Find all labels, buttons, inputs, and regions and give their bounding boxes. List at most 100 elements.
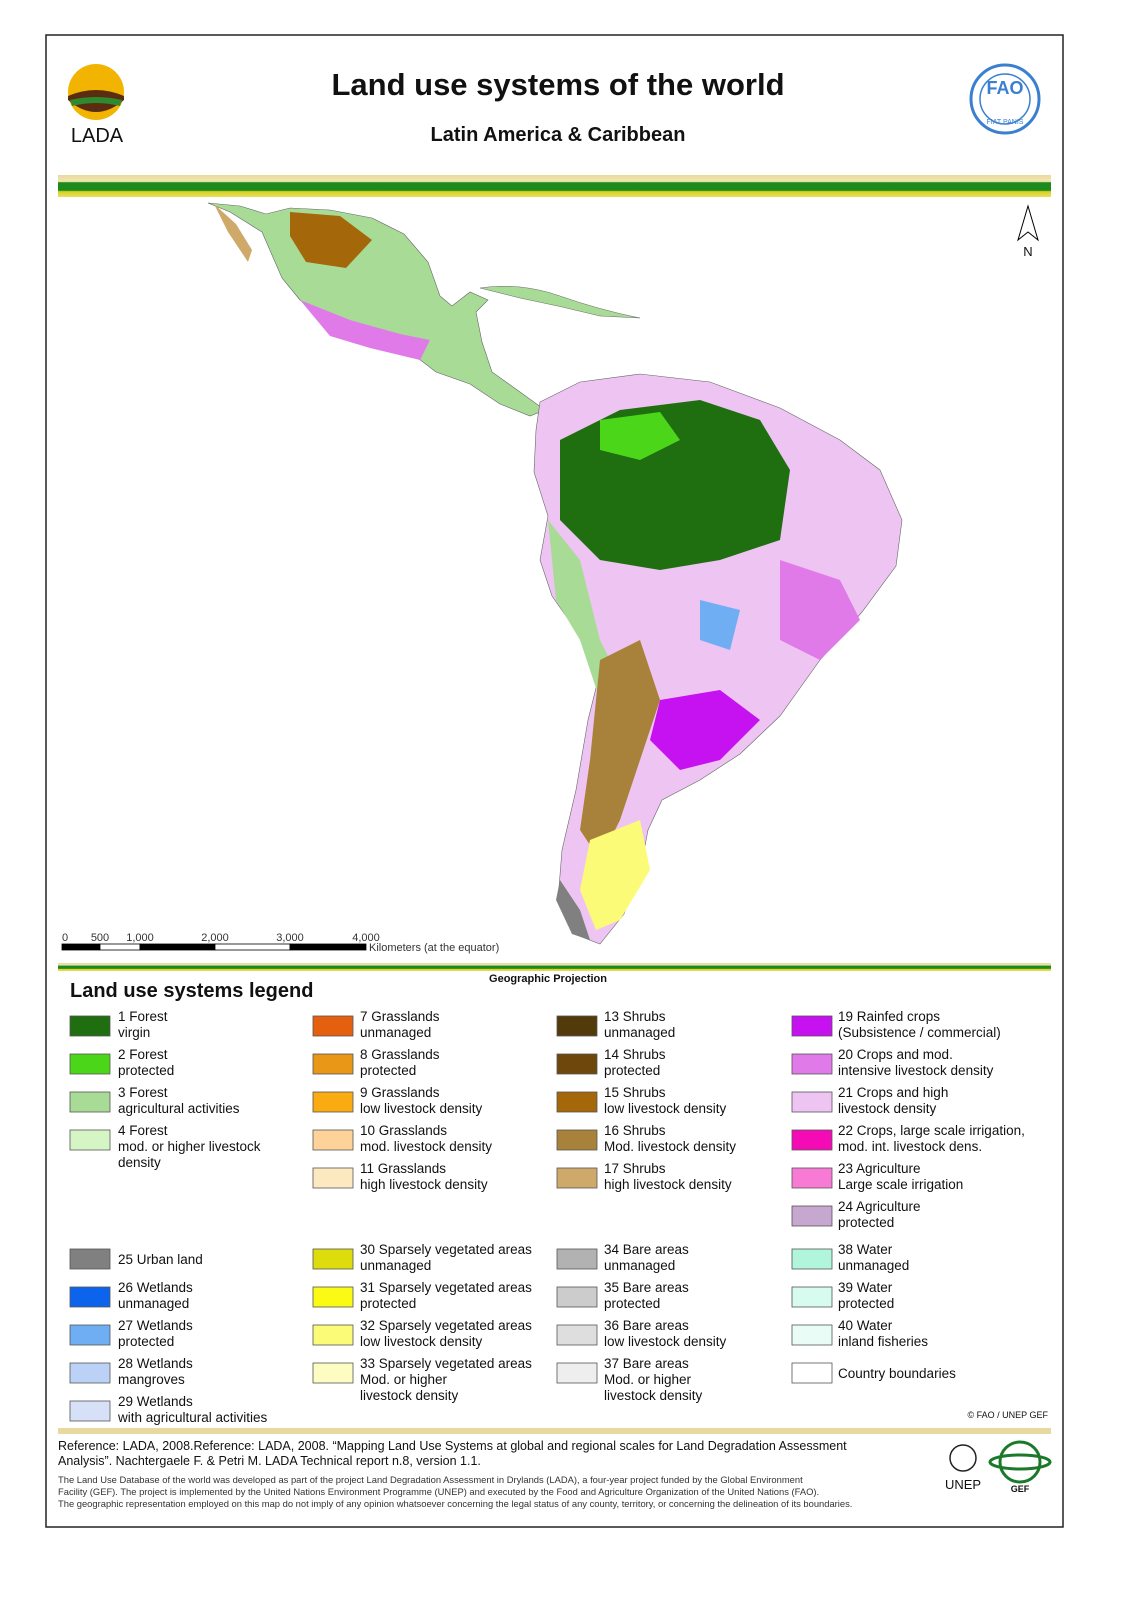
legend-swatch [791,1248,833,1270]
legend-swatch [312,1362,354,1384]
legend-label: protected [838,1215,894,1230]
scale-tick-label: 2,000 [201,932,229,944]
legend-swatch [312,1091,354,1113]
note: The geographic representation employed o… [58,1498,852,1509]
reference: Reference: LADA, 2008.Reference: LADA, 2… [58,1439,847,1453]
legend-label: protected [838,1296,894,1311]
caribbean [479,285,641,319]
legend-swatch [556,1015,598,1037]
legend-label: unmanaged [360,1025,431,1040]
legend-label: 36 Bare areas [604,1318,689,1333]
legend-label: 13 Shrubs [604,1009,666,1024]
scale-segment [99,943,141,951]
pantanal [700,600,740,650]
legend-swatch [791,1053,833,1075]
fao-label: FAO [986,78,1023,98]
scale-tick-label: 0 [62,932,68,944]
fao-motto: FIAT PANIS [987,119,1024,126]
legend-label: unmanaged [118,1296,189,1311]
legend-label: low livestock density [360,1101,483,1116]
legend-label: protected [360,1063,416,1078]
legend-swatch [69,1362,111,1384]
map: N [207,202,1039,945]
header-stripe [58,175,1051,197]
legend-label: Country boundaries [838,1366,956,1381]
legend-label: (Subsistence / commercial) [838,1025,1001,1040]
protected-forest [600,412,680,460]
footer: Reference: LADA, 2008.Reference: LADA, 2… [58,1439,852,1509]
footer-stripe [58,1428,1051,1434]
mexico-shrubs [290,212,372,268]
legend-stripe [58,963,1051,971]
legend-swatch [69,1015,111,1037]
legend-label: 37 Bare areas [604,1356,689,1371]
mexico-crops [300,300,430,360]
legend-label: 28 Wetlands [118,1356,193,1371]
legend-swatch [312,1015,354,1037]
legend-label: 7 Grasslands [360,1009,440,1024]
legend-label: 19 Rainfed crops [838,1009,940,1024]
scale-tick-label: 1,000 [126,932,154,944]
legend-label: 14 Shrubs [604,1047,666,1062]
legend-label: protected [118,1334,174,1349]
legend-swatch [69,1091,111,1113]
legend-label: 27 Wetlands [118,1318,193,1333]
scale-bar: 0 500 1,000 2,000 3,000 4,000 [61,932,380,951]
legend-label: 3 Forest [118,1085,168,1100]
unep-label: UNEP [945,1477,981,1492]
legend-label: protected [604,1296,660,1311]
legend-label: 24 Agriculture [838,1199,921,1214]
legend-label: mangroves [118,1372,185,1387]
scale-segment [139,943,216,951]
scale-tick-label: 3,000 [276,932,304,944]
legend-swatch [556,1248,598,1270]
legend-label: 2 Forest [118,1047,168,1062]
gef-logo: GEF [988,1440,1052,1494]
copyright: © FAO / UNEP GEF [968,1410,1049,1420]
note: Facility (GEF). The project is implement… [58,1486,819,1497]
reference: Analysis”. Nachtergaele F. & Petri M. LA… [58,1454,481,1468]
legend-swatch [312,1248,354,1270]
legend-swatch [556,1053,598,1075]
legend-swatch [312,1324,354,1346]
title: Land use systems of the world [331,67,784,102]
legend-swatch [312,1167,354,1189]
legend-swatch [791,1167,833,1189]
scale-segment [214,943,291,951]
legend-label: protected [118,1063,174,1078]
legend-label: 16 Shrubs [604,1123,666,1138]
legend-label: 29 Wetlands [118,1394,193,1409]
legend-label: livestock density [838,1101,937,1116]
legend-label: 1 Forest [118,1009,168,1024]
legend-swatch [69,1324,111,1346]
legend-swatch [556,1324,598,1346]
legend-label: 26 Wetlands [118,1280,193,1295]
scale-tick-label: 4,000 [352,932,380,944]
legend-label: 38 Water [838,1242,893,1257]
south-andes [556,880,590,940]
north-arrow [1017,204,1039,242]
legend-label: 9 Grasslands [360,1085,440,1100]
legend-label: low livestock density [604,1101,727,1116]
andes-forest [548,520,620,700]
legend-label: low livestock density [604,1334,727,1349]
legend-label: 20 Crops and mod. [838,1047,953,1062]
baja [214,204,252,262]
legend-swatch [69,1053,111,1075]
legend-swatch [556,1286,598,1308]
legend-label: 21 Crops and high [838,1085,948,1100]
legend-swatch [312,1286,354,1308]
legend-swatch [791,1286,833,1308]
legend-label: 23 Agriculture [838,1161,921,1176]
legend-label: 34 Bare areas [604,1242,689,1257]
legend-label: unmanaged [604,1258,675,1273]
legend-swatch [791,1362,833,1384]
legend-label: inland fisheries [838,1334,928,1349]
scale-segment [289,943,367,951]
legend-title: Land use systems legend [70,980,313,1002]
scale-unit: Kilometers (at the equator) [369,942,499,954]
legend-label: 33 Sparsely vegetated areas [360,1356,532,1371]
legend-label: density [118,1155,161,1170]
legend-label: protected [360,1296,416,1311]
